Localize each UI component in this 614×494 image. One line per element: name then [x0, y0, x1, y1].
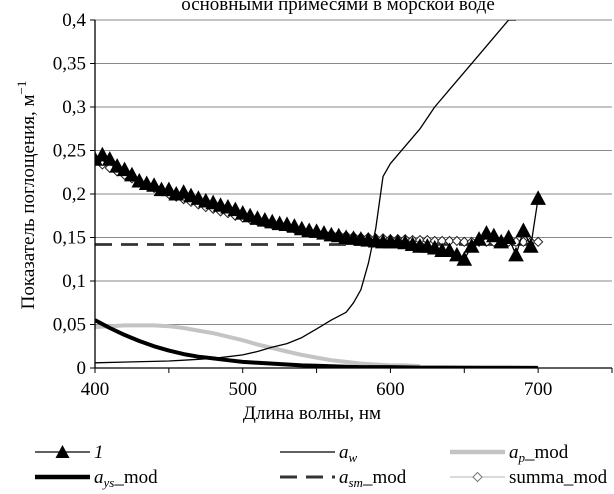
y-tick-label: 0,2 [62, 184, 86, 205]
legend-item-a-sm-mod: asm_mod [280, 467, 407, 490]
y-tick-label: 0,05 [53, 315, 86, 336]
legend-label: summa_mod [509, 467, 608, 488]
x-tick-label: 500 [228, 379, 257, 400]
data-point [441, 242, 458, 258]
legend-label: asm_mod [339, 467, 407, 490]
legend-label-main: a [509, 442, 519, 463]
axes: 0 0,05 0,1 0,15 0,2 0,25 0,3 0,35 0,4 400 500 600 70… [53, 10, 613, 400]
legend-label: ays_mod [94, 467, 158, 490]
data-point [500, 229, 517, 244]
data-point [485, 227, 502, 243]
chart-title: основными примесями в морской воде [181, 0, 495, 15]
data-point [116, 161, 133, 177]
x-axis-label: Длина волны, нм [243, 403, 381, 424]
series-a-p-mod [95, 323, 421, 368]
series-a-w [95, 20, 516, 364]
data-point [456, 251, 473, 266]
x-tick-label: 700 [524, 379, 553, 400]
data-point [449, 246, 465, 262]
legend-label-suffix: _mod [362, 467, 407, 488]
grid [95, 19, 612, 325]
legend-label-main: a [339, 442, 349, 463]
y-tick-label: 0,35 [53, 54, 86, 75]
legend-item-summa-mod: summa_mod [450, 467, 608, 488]
data-point [161, 181, 177, 197]
legend-label-main: a [94, 467, 104, 488]
data-point [124, 166, 140, 182]
y-axis-label-unit-exp: −1 [14, 81, 29, 95]
y-tick-label: 0,1 [62, 271, 86, 292]
legend-label-sub: sm [349, 475, 363, 490]
data-point [459, 236, 470, 248]
plot-area [95, 20, 546, 368]
legend-item-a-p-mod: ap_mod [450, 442, 569, 465]
data-point [530, 190, 546, 205]
legend-label: ap_mod [509, 442, 569, 465]
legend-label-sub: ys [102, 475, 115, 490]
legend-label-suffix: _mod [113, 467, 158, 488]
y-tick-label: 0,4 [62, 10, 86, 31]
legend-label: 1 [94, 442, 104, 463]
legend-item-a-ys-mod: ays_mod [35, 467, 158, 490]
legend-marker [55, 445, 70, 458]
legend-marker [472, 471, 483, 483]
legend-label-sub: w [349, 450, 358, 465]
x-tick-label: 400 [81, 379, 110, 400]
series-1 [95, 146, 546, 266]
legend-label-main: a [339, 467, 349, 488]
legend-label-sub: p [518, 450, 526, 465]
legend-item-a-w: aw [280, 442, 358, 465]
x-tick-label: 600 [376, 379, 405, 400]
y-axis-label: Показатель поглощения, м−1 [14, 81, 39, 310]
legend-label-suffix: _mod [524, 442, 569, 463]
series-line [95, 323, 421, 368]
data-point [508, 246, 524, 262]
y-axis-label-main: Показатель поглощения, м [18, 95, 39, 310]
data-point [532, 236, 544, 248]
data-point [101, 151, 118, 166]
series-line [95, 20, 516, 364]
data-point [451, 235, 463, 247]
y-tick-label: 0,15 [53, 228, 86, 249]
data-point [146, 177, 162, 192]
legend-item-1: 1 [35, 442, 104, 463]
data-point [522, 238, 539, 253]
data-point [95, 146, 111, 162]
y-tick-label: 0 [77, 358, 87, 379]
legend-label: aw [339, 442, 358, 465]
data-point [515, 222, 532, 238]
y-tick-label: 0,3 [62, 97, 86, 118]
y-tick-label: 0,25 [53, 141, 86, 162]
